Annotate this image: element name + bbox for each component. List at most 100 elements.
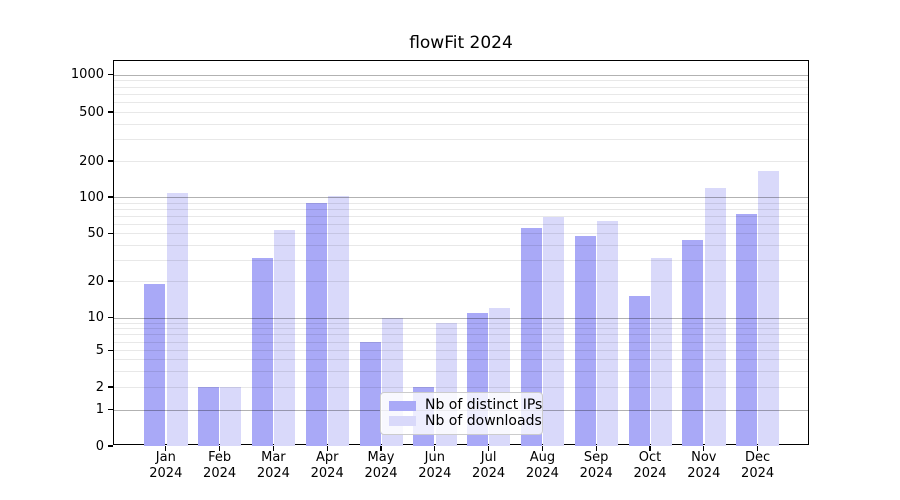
y-gridline-minor-70 bbox=[114, 215, 808, 217]
y-tick-50 bbox=[107, 232, 113, 235]
y-gridline-minor-2 bbox=[114, 387, 808, 388]
legend-label-downloads: Nb of downloads bbox=[425, 412, 542, 429]
y-gridline-minor-50 bbox=[114, 233, 808, 235]
x-tick-label-jul-2024: Jul 2024 bbox=[472, 450, 506, 481]
x-tick-jan-2024 bbox=[165, 445, 167, 451]
y-gridline-minor-6 bbox=[114, 341, 808, 343]
bar-downloads-sep-2024 bbox=[596, 221, 618, 446]
x-tick-label-may-2024: May 2024 bbox=[364, 450, 398, 481]
y-tick-label-1: 1 bbox=[95, 402, 104, 418]
x-tick-mar-2024 bbox=[272, 445, 275, 451]
y-tick-20 bbox=[107, 280, 113, 282]
legend-swatch-distinct-ips bbox=[389, 400, 416, 411]
bar-downloads-feb-2024 bbox=[220, 387, 242, 446]
y-tick-label-500: 500 bbox=[79, 104, 104, 120]
bar-downloads-oct-2024 bbox=[650, 258, 672, 446]
x-tick-nov-2024 bbox=[703, 445, 705, 451]
y-gridline-minor-80 bbox=[114, 208, 808, 210]
x-tick-label-feb-2024: Feb 2024 bbox=[203, 450, 237, 481]
y-tick-500 bbox=[107, 111, 113, 113]
x-tick-label-sep-2024: Sep 2024 bbox=[579, 450, 613, 481]
y-tick-5 bbox=[107, 349, 113, 351]
bar-distinct-ips-feb-2024 bbox=[198, 387, 220, 446]
x-tick-dec-2024 bbox=[756, 445, 759, 451]
y-gridline-minor-90 bbox=[114, 202, 808, 204]
y-gridline-minor-9 bbox=[114, 322, 808, 324]
y-gridline-minor-700 bbox=[114, 93, 808, 95]
x-tick-jul-2024 bbox=[487, 445, 490, 451]
bar-downloads-dec-2024 bbox=[758, 170, 780, 446]
x-tick-label-dec-2024: Dec 2024 bbox=[741, 450, 775, 481]
x-tick-label-jan-2024: Jan 2024 bbox=[149, 450, 183, 481]
y-gridline-minor-3 bbox=[114, 370, 808, 372]
bar-distinct-ips-jan-2024 bbox=[144, 283, 166, 446]
y-tick-label-20: 20 bbox=[87, 273, 104, 289]
y-gridline-major-10 bbox=[114, 317, 808, 320]
bar-distinct-ips-aug-2024 bbox=[520, 228, 542, 446]
y-tick-200 bbox=[107, 160, 113, 162]
y-gridline-minor-20 bbox=[114, 281, 808, 282]
y-tick-label-100: 100 bbox=[79, 189, 104, 205]
y-gridline-major-1000 bbox=[114, 74, 808, 76]
x-tick-label-apr-2024: Apr 2024 bbox=[310, 450, 344, 481]
y-gridline-minor-800 bbox=[114, 86, 808, 88]
bar-distinct-ips-apr-2024 bbox=[305, 202, 327, 446]
y-gridline-minor-40 bbox=[114, 244, 808, 246]
y-tick-label-5: 5 bbox=[95, 342, 104, 358]
legend-item-downloads: Nb of downloads bbox=[389, 413, 542, 429]
y-gridline-minor-300 bbox=[114, 139, 808, 141]
y-gridline-minor-900 bbox=[114, 80, 808, 82]
legend: Nb of distinct IPs Nb of downloads bbox=[380, 392, 543, 435]
bar-downloads-mar-2024 bbox=[274, 230, 296, 446]
y-tick-label-1000: 1000 bbox=[70, 67, 104, 82]
bar-distinct-ips-oct-2024 bbox=[628, 296, 650, 446]
y-tick-label-0: 0 bbox=[95, 438, 104, 454]
y-tick-0 bbox=[107, 445, 113, 447]
y-tick-1000 bbox=[107, 73, 113, 76]
x-tick-label-oct-2024: Oct 2024 bbox=[633, 450, 667, 481]
y-gridline-minor-30 bbox=[114, 259, 808, 261]
x-tick-jun-2024 bbox=[434, 445, 436, 451]
bar-downloads-apr-2024 bbox=[327, 196, 349, 446]
chart-title: flowFit 2024 bbox=[409, 33, 513, 53]
y-gridline-minor-60 bbox=[114, 223, 808, 225]
x-tick-feb-2024 bbox=[218, 445, 221, 451]
y-gridline-minor-7 bbox=[114, 334, 808, 336]
y-gridline-major-100 bbox=[114, 197, 808, 199]
y-gridline-minor-400 bbox=[114, 123, 808, 125]
bar-distinct-ips-mar-2024 bbox=[251, 258, 273, 446]
y-tick-1 bbox=[107, 409, 113, 411]
bar-distinct-ips-dec-2024 bbox=[736, 213, 758, 446]
legend-item-distinct-ips: Nb of distinct IPs bbox=[389, 398, 542, 413]
x-tick-label-aug-2024: Aug 2024 bbox=[525, 450, 559, 481]
legend-label-distinct-ips: Nb of distinct IPs bbox=[425, 397, 543, 414]
y-tick-label-10: 10 bbox=[87, 310, 104, 326]
bar-downloads-aug-2024 bbox=[543, 217, 565, 446]
x-tick-sep-2024 bbox=[595, 445, 597, 451]
y-gridline-minor-600 bbox=[114, 102, 808, 104]
y-tick-2 bbox=[107, 386, 113, 388]
x-tick-aug-2024 bbox=[541, 445, 544, 451]
x-tick-oct-2024 bbox=[649, 445, 651, 451]
x-tick-label-nov-2024: Nov 2024 bbox=[687, 450, 721, 481]
y-tick-10 bbox=[107, 317, 113, 319]
y-tick-label-50: 50 bbox=[87, 225, 104, 241]
legend-swatch-downloads bbox=[389, 416, 416, 427]
y-tick-100 bbox=[107, 196, 113, 198]
x-tick-label-jun-2024: Jun 2024 bbox=[418, 450, 452, 481]
y-gridline-minor-8 bbox=[114, 328, 808, 330]
bar-distinct-ips-nov-2024 bbox=[682, 240, 704, 446]
y-tick-label-2: 2 bbox=[95, 379, 104, 395]
x-tick-apr-2024 bbox=[326, 445, 328, 451]
plot-area: Nb of distinct IPs Nb of downloads 0 1 2 5 10… bbox=[71, 60, 809, 481]
bar-downloads-nov-2024 bbox=[704, 187, 726, 446]
y-gridline-minor-500 bbox=[114, 112, 808, 113]
x-tick-may-2024 bbox=[380, 445, 382, 451]
y-gridline-minor-5 bbox=[114, 350, 808, 352]
bar-distinct-ips-may-2024 bbox=[359, 341, 381, 446]
y-gridline-minor-4 bbox=[114, 359, 808, 361]
bar-downloads-jan-2024 bbox=[166, 193, 188, 446]
y-tick-label-200: 200 bbox=[79, 153, 104, 169]
bar-distinct-ips-sep-2024 bbox=[574, 235, 596, 446]
